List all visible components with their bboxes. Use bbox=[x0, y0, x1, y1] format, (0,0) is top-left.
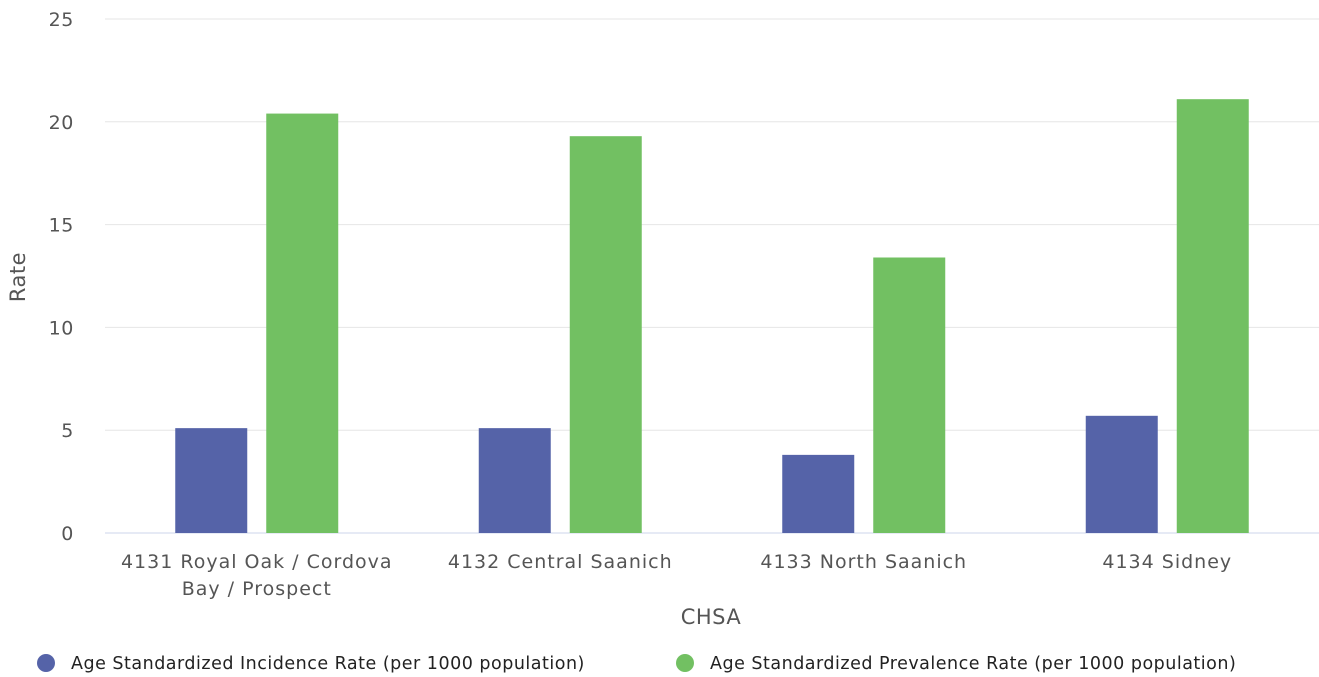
x-tick-label: 4132 Central Saanich bbox=[448, 551, 673, 573]
y-axis-title: Rate bbox=[6, 252, 30, 302]
x-axis-title: CHSA bbox=[681, 605, 742, 629]
legend-label: Age Standardized Prevalence Rate (per 10… bbox=[710, 654, 1236, 674]
y-tick-label: 20 bbox=[49, 112, 74, 134]
bars bbox=[175, 99, 1249, 534]
legend[interactable]: Age Standardized Incidence Rate (per 100… bbox=[37, 654, 1236, 674]
legend-marker bbox=[37, 654, 55, 672]
y-tick-label: 5 bbox=[61, 420, 74, 442]
legend-item-incidence[interactable]: Age Standardized Incidence Rate (per 100… bbox=[37, 654, 585, 674]
x-tick-label: 4134 Sidney bbox=[1102, 551, 1232, 573]
x-tick-label: 4131 Royal Oak / Cordova bbox=[121, 551, 393, 573]
bar-prevalence-0[interactable] bbox=[266, 113, 339, 534]
legend-label: Age Standardized Incidence Rate (per 100… bbox=[71, 654, 585, 674]
x-tick-label: Bay / Prospect bbox=[182, 578, 332, 600]
bar-incidence-2[interactable] bbox=[782, 454, 855, 533]
y-tick-label: 25 bbox=[49, 9, 74, 31]
bar-incidence-3[interactable] bbox=[1085, 415, 1158, 533]
y-tick-label: 0 bbox=[61, 523, 74, 545]
y-axis: 0 5 10 15 20 25 bbox=[49, 9, 74, 545]
y-tick-label: 10 bbox=[49, 317, 74, 339]
bar-incidence-0[interactable] bbox=[175, 428, 248, 533]
legend-marker bbox=[676, 654, 694, 672]
bar-prevalence-1[interactable] bbox=[569, 136, 642, 533]
bar-prevalence-2[interactable] bbox=[873, 257, 946, 533]
legend-item-prevalence[interactable]: Age Standardized Prevalence Rate (per 10… bbox=[676, 654, 1236, 674]
x-axis: 4131 Royal Oak / Cordova Bay / Prospect 41… bbox=[121, 551, 1232, 600]
bar-incidence-1[interactable] bbox=[478, 428, 551, 533]
y-tick-label: 15 bbox=[49, 215, 74, 237]
x-tick-label: 4133 North Saanich bbox=[760, 551, 967, 573]
bar-prevalence-3[interactable] bbox=[1176, 99, 1249, 534]
